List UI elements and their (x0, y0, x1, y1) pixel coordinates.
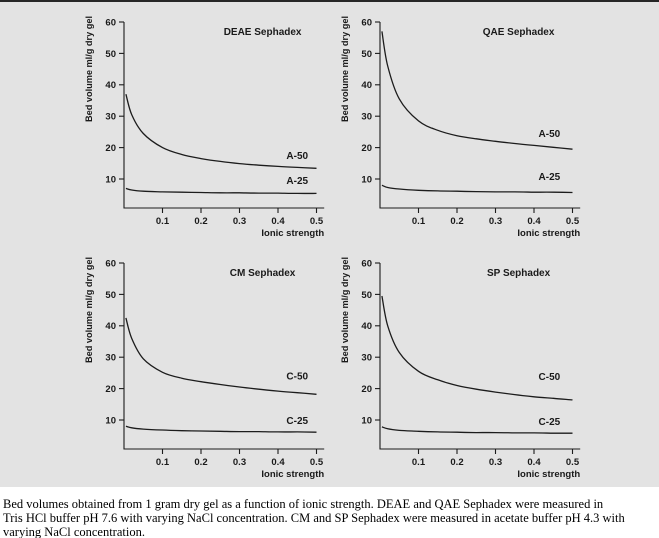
series-label-c-50: C-50 (286, 372, 308, 383)
chart-title: DEAE Sephadex (224, 27, 302, 38)
x-tick-label: 0.4 (527, 216, 541, 227)
axis-lines (379, 22, 581, 209)
y-tick-label: 50 (105, 49, 116, 60)
y-tick-label: 40 (361, 80, 372, 91)
x-axis-label: Ionic strength (261, 469, 324, 480)
y-tick-label: 40 (105, 321, 116, 332)
figure-caption: Bed volumes obtained from 1 gram dry gel… (0, 487, 659, 538)
y-tick-label: 10 (361, 174, 372, 185)
x-tick-label: 0.3 (233, 216, 246, 227)
series-curve-c-50 (125, 317, 317, 395)
x-tick-label: 0.4 (271, 457, 285, 468)
series-label-a-25: A-25 (286, 176, 308, 187)
x-tick-label: 0.5 (310, 216, 324, 227)
y-axis-label: Bed volume ml/g dry gel (84, 257, 95, 363)
y-axis-label: Bed volume ml/g dry gel (340, 257, 351, 363)
caption-line-3: varying NaCl concentration. (3, 525, 145, 538)
series-curve-c-50 (381, 295, 573, 401)
x-tick-label: 0.1 (156, 457, 170, 468)
y-axis-label: Bed volume ml/g dry gel (340, 16, 351, 122)
series-label-c-25: C-25 (286, 416, 308, 427)
series-label-c-50: C-50 (539, 372, 561, 383)
series-curve-c-25 (125, 425, 317, 433)
y-tick-label: 20 (361, 143, 372, 154)
y-tick-label: 50 (361, 290, 372, 301)
chart-panel-qae-sephadex: 10 20 30 40 50 60 0.1 0.2 0.3 0.4 0.5 Ionic strengt… (320, 0, 586, 246)
series-label-a-50: A-50 (286, 151, 308, 162)
x-tick-label: 0.5 (566, 216, 580, 227)
y-tick-label: 20 (105, 143, 116, 154)
x-tick-label: 0.3 (489, 216, 502, 227)
series-curve-a-50 (381, 31, 573, 150)
y-tick-label: 10 (105, 415, 116, 426)
y-tick-label: 30 (105, 112, 116, 123)
x-axis-label: Ionic strength (517, 228, 580, 239)
x-tick-label: 0.1 (412, 216, 426, 227)
x-tick-label: 0.2 (194, 457, 207, 468)
chart-title: CM Sephadex (230, 268, 296, 279)
axis-lines (123, 22, 325, 209)
series-label-a-50: A-50 (539, 129, 561, 140)
y-tick-label: 10 (105, 174, 116, 185)
y-tick-label: 30 (361, 353, 372, 364)
x-tick-label: 0.2 (450, 216, 463, 227)
x-tick-label: 0.2 (194, 216, 207, 227)
x-tick-label: 0.4 (527, 457, 541, 468)
y-tick-label: 60 (361, 258, 372, 269)
x-tick-label: 0.5 (566, 457, 580, 468)
series-curve-a-25 (381, 184, 573, 194)
y-tick-label: 60 (361, 17, 372, 28)
figure-area: 10 20 30 40 50 60 0.1 0.2 0.3 0.4 0.5 Ionic strengt… (0, 0, 659, 487)
y-tick-label: 40 (105, 80, 116, 91)
x-axis-label: Ionic strength (517, 469, 580, 480)
x-tick-label: 0.1 (156, 216, 170, 227)
x-tick-label: 0.1 (412, 457, 426, 468)
y-tick-label: 20 (105, 384, 116, 395)
y-tick-label: 60 (105, 258, 116, 269)
axis-lines (123, 263, 325, 450)
series-curve-a-25 (125, 187, 317, 195)
x-tick-label: 0.3 (489, 457, 502, 468)
series-curve-a-50 (125, 94, 317, 169)
chart-title: SP Sephadex (487, 268, 551, 279)
chart-panel-deae-sephadex: 10 20 30 40 50 60 0.1 0.2 0.3 0.4 0.5 Ionic strengt… (64, 0, 330, 246)
chart-panel-sp-sephadex: 10 20 30 40 50 60 0.1 0.2 0.3 0.4 0.5 Ionic strengt… (320, 241, 586, 487)
y-tick-label: 30 (105, 353, 116, 364)
y-axis-label: Bed volume ml/g dry gel (84, 16, 95, 122)
x-axis-label: Ionic strength (261, 228, 324, 239)
x-tick-label: 0.3 (233, 457, 246, 468)
y-tick-label: 50 (361, 49, 372, 60)
y-tick-label: 20 (361, 384, 372, 395)
series-label-a-25: A-25 (539, 172, 561, 183)
series-label-c-25: C-25 (539, 417, 561, 428)
series-curve-c-25 (381, 426, 573, 434)
x-tick-label: 0.2 (450, 457, 463, 468)
y-tick-label: 30 (361, 112, 372, 123)
x-tick-label: 0.5 (310, 457, 324, 468)
y-tick-label: 40 (361, 321, 372, 332)
chart-title: QAE Sephadex (483, 27, 555, 38)
y-tick-label: 10 (361, 415, 372, 426)
caption-line-1: Bed volumes obtained from 1 gram dry gel… (3, 497, 604, 511)
x-tick-label: 0.4 (271, 216, 285, 227)
caption-line-2: Tris HCl buffer pH 7.6 with varying NaCl… (3, 511, 625, 525)
chart-panel-cm-sephadex: 10 20 30 40 50 60 0.1 0.2 0.3 0.4 0.5 Ionic strengt… (64, 241, 330, 487)
y-tick-label: 50 (105, 290, 116, 301)
axis-lines (379, 263, 581, 450)
y-tick-label: 60 (105, 17, 116, 28)
